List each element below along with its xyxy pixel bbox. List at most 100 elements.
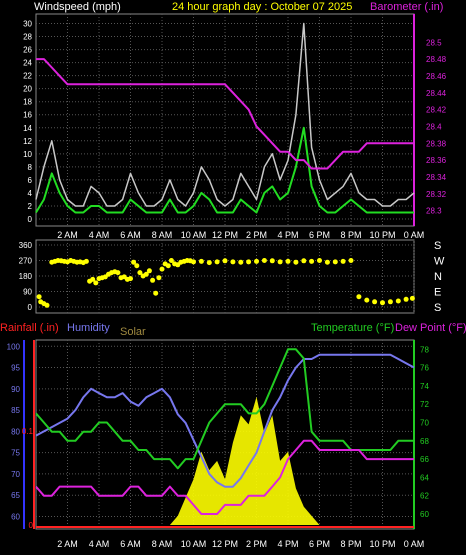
direction-point [387, 299, 393, 305]
direction-point [293, 259, 299, 265]
temp-ytick-label: 74 [420, 382, 429, 391]
direction-point [156, 275, 162, 281]
time-tick-label-top: 12 PM [212, 230, 238, 240]
compass-label: S [434, 302, 441, 314]
wind-ytick-label: 28 [23, 33, 32, 42]
baro-ytick-label: 28.36 [426, 156, 447, 165]
time-tick-label-top: 6 PM [309, 230, 330, 240]
baro-ytick-label: 28.4 [426, 122, 442, 131]
solar-area [36, 396, 414, 525]
wind-ytick-label: 10 [23, 150, 32, 159]
direction-point [214, 259, 220, 265]
temp-ytick-label: 72 [420, 400, 429, 409]
temp-ytick-label: 66 [420, 455, 429, 464]
humidity-ytick-label: 95 [11, 364, 20, 373]
compass-label: W [434, 256, 445, 268]
time-tick-label-top: 4 PM [277, 230, 298, 240]
direction-point [317, 258, 322, 263]
wind-avg-line [35, 126, 414, 214]
time-tick-label-bottom: 6 PM [309, 539, 330, 549]
time-tick-label-bottom: 8 PM [340, 539, 361, 549]
baro-ytick-label: 28.34 [426, 173, 447, 182]
direction-point [90, 276, 96, 282]
time-tick-label-top: 4 AM [89, 230, 110, 240]
time-tick-label-top: 8 PM [340, 230, 361, 240]
temp-ytick-label: 64 [420, 473, 429, 482]
direction-point [143, 271, 149, 277]
wind-ytick-label: 8 [28, 163, 33, 172]
baro-ytick-label: 28.48 [426, 55, 447, 64]
direction-point [332, 259, 338, 265]
humidity-ytick-label: 75 [11, 449, 20, 458]
direction-point [277, 259, 283, 265]
wind-ytick-label: 18 [23, 98, 32, 107]
compass-label: N [434, 271, 442, 283]
time-tick-label-top: 10 AM [181, 230, 207, 240]
time-tick-label-top: 8 AM [152, 230, 173, 240]
direction-point [372, 299, 378, 305]
direction-point [168, 258, 174, 263]
temp-ytick-label: 76 [420, 364, 429, 373]
direction-point [324, 259, 330, 265]
dir-ytick-label: 0 [28, 303, 33, 312]
dewpoint-label: Dew Point (°F) [395, 322, 466, 334]
humidity-ytick-label: 70 [11, 470, 20, 479]
barometer-line [36, 58, 414, 170]
dewpoint-line [35, 439, 414, 515]
direction-point [238, 259, 244, 265]
temp-ytick-label: 78 [420, 345, 429, 354]
direction-point [380, 300, 385, 306]
rainfall-tick-label: 0.1 [22, 427, 34, 436]
wind-ytick-label: 14 [23, 124, 32, 133]
wind-ytick-label: 12 [23, 137, 32, 146]
baro-ytick-label: 28.44 [426, 89, 447, 98]
temp-ytick-label: 68 [420, 437, 429, 446]
humidity-ytick-label: 65 [11, 491, 20, 500]
direction-point [165, 263, 171, 269]
humidity-label: Humidity [67, 322, 110, 334]
time-tick-label-top: 6 AM [120, 230, 141, 240]
wind-ytick-label: 2 [28, 202, 33, 211]
compass-label: S [434, 240, 441, 252]
direction-point [159, 266, 165, 272]
direction-point [356, 294, 362, 300]
humidity-ytick-label: 60 [11, 512, 20, 521]
dir-ytick-label: 360 [19, 241, 33, 250]
direction-point [146, 268, 152, 274]
wind-gust-line [35, 22, 415, 207]
direction-point [222, 258, 228, 264]
direction-point [309, 258, 315, 264]
humidity-ytick-label: 80 [11, 427, 20, 436]
time-tick-label-top: 2 PM [246, 230, 267, 240]
rainfall-tick-label: 0 [29, 521, 34, 530]
wind-ytick-label: 20 [23, 85, 32, 94]
direction-point [285, 258, 291, 264]
direction-point [206, 260, 212, 266]
time-tick-label-bottom: 4 AM [89, 539, 110, 549]
wind-ytick-label: 30 [23, 20, 32, 29]
humidity-ytick-label: 100 [7, 342, 21, 351]
baro-ytick-label: 28.5 [426, 38, 442, 47]
direction-point [301, 258, 307, 264]
time-tick-label-bottom: 2 AM [57, 539, 78, 549]
wind-ytick-label: 16 [23, 111, 32, 120]
dir-ytick-label: 270 [19, 257, 33, 266]
time-tick-label-bottom: 12 PM [212, 539, 238, 549]
direction-point [269, 258, 275, 264]
direction-point [254, 258, 259, 264]
baro-ytick-label: 28.3 [426, 207, 442, 216]
direction-point [198, 258, 204, 264]
dir-ytick-label: 180 [19, 272, 33, 281]
time-tick-label-top: 2 AM [57, 230, 78, 240]
direction-point [134, 263, 140, 269]
time-tick-label-bottom: 4 PM [277, 539, 298, 549]
direction-point [131, 259, 137, 265]
temp-ytick-label: 60 [420, 510, 429, 519]
barometer-label: Barometer (.in) [370, 1, 443, 13]
direction-point [403, 296, 409, 302]
time-tick-label-bottom: 0 AM [404, 539, 425, 549]
chart-title: 24 hour graph day : October 07 2025 [172, 1, 352, 13]
temp-ytick-label: 62 [420, 492, 429, 501]
time-tick-label-bottom: 10 PM [369, 539, 395, 549]
